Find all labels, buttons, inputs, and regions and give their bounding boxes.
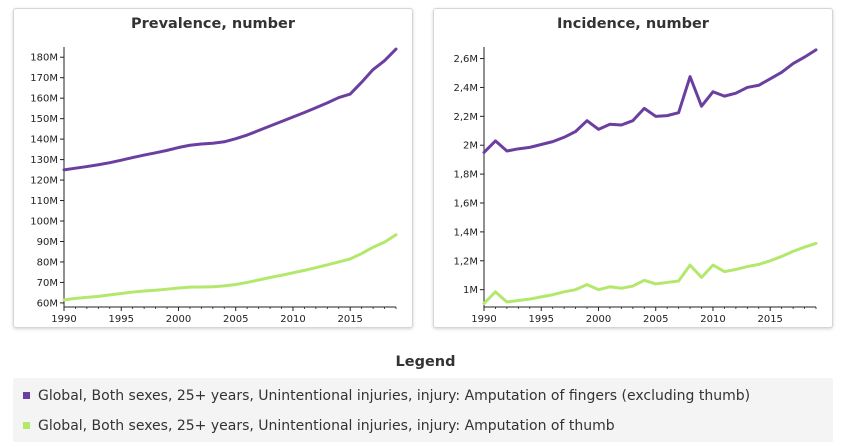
y-tick-label: 1,8M [453,170,478,181]
legend-label: Global, Both sexes, 25+ years, Unintenti… [38,418,615,434]
x-tick-label: 1995 [109,314,134,325]
y-tick-label: 170M [30,73,58,84]
x-tick-label: 2005 [223,314,248,325]
series-line-thumb[interactable] [482,241,818,305]
x-tick-label: 2000 [166,314,191,325]
x-tick-label: 2015 [337,314,362,325]
y-tick-label: 1,6M [453,199,478,210]
incidence-chart: 1M 1,2M 1,4M 1,6M 1,8M 2M 2,2M 2,4M 2,6M 1990 1995… [453,47,818,325]
y-tick-label: 2M [463,141,478,152]
y-tick-label: 2,6M [453,54,478,65]
series-line-fingers[interactable] [482,48,818,154]
x-tick-label: 1995 [529,314,554,325]
x-tick-label: 1990 [471,314,496,325]
x-tick-label: 2005 [643,314,668,325]
x-tick-label: 2010 [280,314,305,325]
series-line-fingers[interactable] [62,47,398,172]
y-tick-label: 130M [30,155,58,166]
series-line-thumb[interactable] [62,233,398,302]
y-tick-label: 140M [30,135,58,146]
y-tick-label: 1M [463,285,478,296]
y-tick-label: 2,2M [453,112,478,123]
y-tick-label: 150M [30,114,58,125]
legend-title: Legend [395,354,456,370]
y-tick-label: 70M [37,278,58,289]
y-tick-label: 180M [30,53,58,64]
x-tick-label: 1990 [51,314,76,325]
y-tick-label: 90M [37,237,58,248]
y-tick-label: 100M [30,217,58,228]
y-tick-label: 160M [30,94,58,105]
x-tick-label: 2015 [757,314,782,325]
prevalence-chart-panel: Prevalence, number 60M 70M 80M 90M 100M 110M 1… [13,8,413,328]
y-tick-label: 110M [30,196,58,207]
legend: Global, Both sexes, 25+ years, Unintenti… [13,378,833,442]
legend-swatch-purple [23,391,30,399]
y-tick-label: 120M [30,176,58,187]
legend-label: Global, Both sexes, 25+ years, Unintenti… [38,388,751,404]
incidence-chart-panel: Incidence, number 1M 1,2M 1,4M 1,6M 1,8M 2M 2,… [433,8,833,328]
x-tick-label: 2000 [586,314,611,325]
chart-title: Prevalence, number [130,16,296,32]
y-tick-label: 1,4M [453,227,478,238]
y-tick-label: 80M [37,257,58,268]
prevalence-chart: 60M 70M 80M 90M 100M 110M 120M 130M 140M 150M 160M… [30,47,398,325]
y-tick-label: 1,2M [453,256,478,267]
x-tick-label: 2010 [700,314,725,325]
y-tick-label: 60M [37,298,58,309]
y-tick-label: 2,4M [453,83,478,94]
chart-title: Incidence, number [557,16,709,32]
legend-item-thumb[interactable]: Global, Both sexes, 25+ years, Unintenti… [23,415,615,437]
legend-item-fingers[interactable]: Global, Both sexes, 25+ years, Unintenti… [23,385,750,407]
legend-swatch-green [23,421,30,429]
